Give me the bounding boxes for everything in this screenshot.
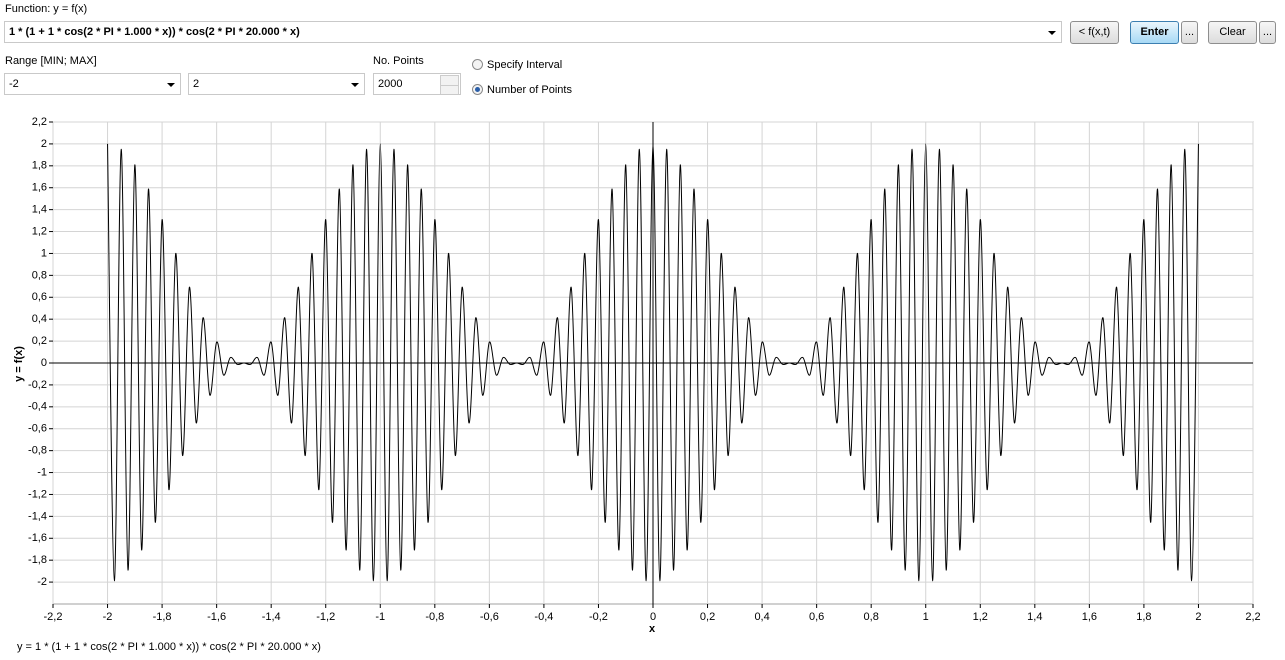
clear-button[interactable]: Clear [1208, 21, 1257, 44]
dropdown-arrow [1048, 31, 1056, 35]
radio-button[interactable] [472, 59, 483, 70]
y-tick-label: 2,2 [32, 116, 47, 128]
y-tick-label: -1,4 [28, 510, 47, 522]
x-tick-label: 0,4 [754, 611, 769, 623]
more-button[interactable]: ... [1259, 21, 1276, 44]
x-tick-label: -2,2 [44, 611, 63, 623]
y-tick-label: 0,8 [32, 269, 47, 281]
y-tick-label: 0,6 [32, 291, 47, 303]
x-tick-label: -0,4 [534, 611, 553, 623]
y-tick-label: -0,4 [28, 401, 47, 413]
radio-label[interactable]: Specify Interval [487, 59, 563, 71]
x-tick-label: 1,8 [1136, 611, 1151, 623]
more-button[interactable]: ... [1181, 21, 1198, 44]
radio-label[interactable]: Number of Points [487, 84, 572, 96]
y-tick-label: 1,6 [32, 182, 47, 194]
dropdown-arrow [167, 83, 175, 87]
spin-down[interactable] [440, 85, 459, 94]
function-curve [107, 143, 1199, 582]
x-tick-label: -0,2 [589, 611, 608, 623]
range-label: Range [MIN; MAX] [5, 55, 97, 67]
points-label: No. Points [373, 55, 424, 67]
y-tick-label: 1,2 [32, 225, 47, 237]
x-tick-label: -1,2 [316, 611, 335, 623]
y-tick-label: 1,8 [32, 160, 47, 172]
y-tick-label: 1,4 [32, 204, 47, 216]
range-max: 2 [193, 78, 200, 90]
y-tick-label: -1,6 [28, 532, 47, 544]
y-tick-label: -1,8 [28, 554, 47, 566]
y-tick-label: -1 [37, 466, 47, 478]
y-tick-label: 0,4 [32, 313, 47, 325]
y-tick-label: 0,2 [32, 335, 47, 347]
x-tick-label: -0,6 [480, 611, 499, 623]
x-tick-label: 0,6 [809, 611, 824, 623]
x-tick-label: 1,4 [1027, 611, 1042, 623]
y-tick-label: 2 [41, 138, 47, 150]
dropdown-arrow [351, 83, 359, 87]
chart: -2,2 -2 -1,8 -1,6 -1,4 -1,2 -1 -0,8 -0,6 -0,4 -0,2… [13, 116, 1261, 635]
x-tick-label: 2 [1195, 611, 1201, 623]
x-tick-label: -2 [103, 611, 113, 623]
fxt-button[interactable]: < f(x,t) [1070, 21, 1119, 44]
x-tick-label: -0,8 [425, 611, 444, 623]
y-tick-label: -1,2 [28, 488, 47, 500]
range-max-combo[interactable]: 2 [188, 73, 365, 95]
x-tick-label: 0,8 [864, 611, 879, 623]
x-tick-label: -1,6 [207, 611, 226, 623]
y-tick-label: -2 [37, 576, 47, 588]
y-tick-label: -0,8 [28, 445, 47, 457]
x-tick-label: 0,2 [700, 611, 715, 623]
range-min-combo[interactable]: -2 [4, 73, 181, 95]
y-tick-label: 1 [41, 247, 47, 259]
y-axis-title: y = f(x) [13, 346, 25, 382]
x-tick-label: -1 [375, 611, 385, 623]
function-label: Function: y = f(x) [5, 3, 88, 15]
function-text: 1 * (1 + 1 * cos(2 * PI * 1.000 * x)) * … [9, 26, 300, 38]
range-min: -2 [9, 78, 19, 90]
points-spinbox[interactable]: 2000 [373, 73, 461, 95]
x-tick-label: 1,2 [973, 611, 988, 623]
x-tick-label: 2,2 [1245, 611, 1260, 623]
footer-formula: y = 1 * (1 + 1 * cos(2 * PI * 1.000 * x)… [17, 641, 321, 653]
y-tick-label: -0,6 [28, 423, 47, 435]
function-combo[interactable]: 1 * (1 + 1 * cos(2 * PI * 1.000 * x)) * … [4, 21, 1062, 43]
x-tick-label: 1 [923, 611, 929, 623]
y-tick-label: 0 [41, 357, 47, 369]
points-value: 2000 [378, 78, 403, 90]
x-tick-label: -1,8 [153, 611, 172, 623]
x-tick-label: 1,6 [1082, 611, 1097, 623]
enter-button[interactable]: Enter [1130, 21, 1179, 44]
y-tick-label: -0,2 [28, 379, 47, 391]
x-axis-title: x [649, 623, 656, 635]
radio-button[interactable] [472, 84, 483, 95]
x-tick-label: 0 [650, 611, 656, 623]
x-tick-label: -1,4 [262, 611, 281, 623]
